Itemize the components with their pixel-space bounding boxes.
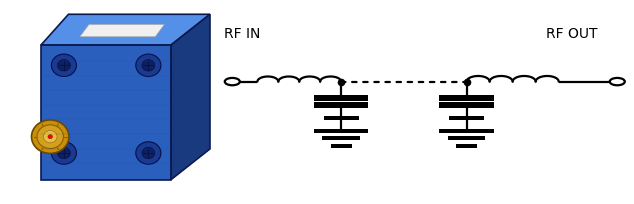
- Circle shape: [142, 147, 155, 159]
- Text: RF OUT: RF OUT: [546, 27, 598, 41]
- Circle shape: [51, 54, 77, 76]
- Polygon shape: [80, 24, 164, 37]
- Polygon shape: [41, 14, 210, 45]
- Circle shape: [58, 147, 70, 159]
- Circle shape: [37, 125, 63, 149]
- Circle shape: [51, 142, 77, 164]
- Text: RF IN: RF IN: [224, 27, 261, 41]
- Polygon shape: [41, 45, 171, 180]
- Circle shape: [32, 120, 69, 153]
- Polygon shape: [171, 14, 210, 180]
- Circle shape: [610, 78, 624, 85]
- Circle shape: [48, 135, 53, 139]
- Circle shape: [58, 60, 70, 71]
- Circle shape: [142, 60, 155, 71]
- Circle shape: [225, 78, 240, 85]
- Circle shape: [43, 131, 57, 143]
- Circle shape: [136, 142, 161, 164]
- Circle shape: [136, 54, 161, 76]
